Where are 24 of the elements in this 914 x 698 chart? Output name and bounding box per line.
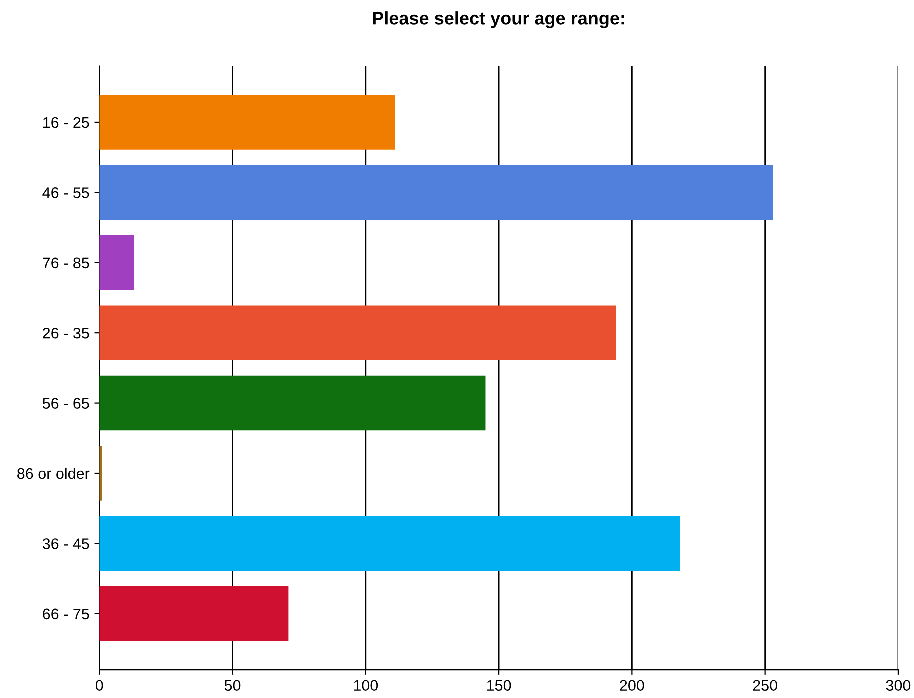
x-tick-label: 250 — [753, 680, 778, 692]
y-tick-label: 36 - 45 — [42, 538, 90, 550]
x-tick-label: 100 — [354, 680, 378, 692]
bar — [100, 376, 486, 431]
bar — [100, 236, 134, 290]
y-tick-label: 76 - 85 — [43, 258, 90, 269]
bar — [100, 446, 102, 501]
y-tick-label: 46 - 55 — [42, 188, 90, 198]
y-tick-label: 86 or older — [18, 468, 90, 480]
bar — [100, 306, 616, 360]
x-tick-label: 300 — [886, 680, 911, 692]
x-tick-label: 200 — [620, 680, 644, 692]
bar — [100, 165, 774, 220]
y-tick-label: 26 - 35 — [43, 328, 90, 339]
x-tick-label: 150 — [487, 680, 512, 692]
x-tick-label: 50 — [224, 680, 241, 692]
bar — [100, 516, 680, 572]
bar — [100, 95, 396, 150]
y-tick-label: 66 - 75 — [43, 608, 90, 620]
x-tick-label: 0 — [96, 680, 104, 692]
chart-title: Please select your age range: — [373, 12, 624, 28]
bar — [100, 586, 289, 642]
y-tick-label: 16 - 25 — [44, 117, 90, 128]
y-tick-label: 56 - 65 — [42, 398, 90, 409]
